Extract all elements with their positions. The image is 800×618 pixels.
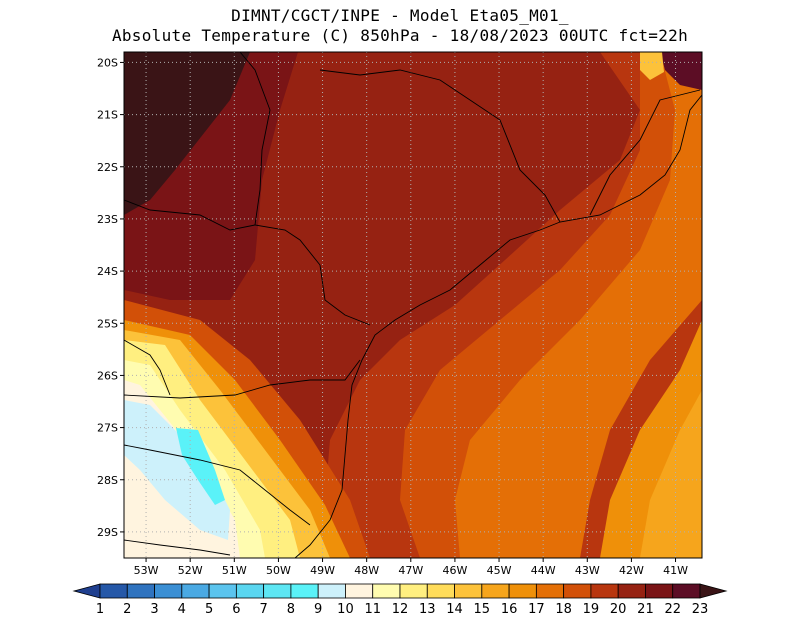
colorbar-label: 22: [664, 602, 681, 617]
colorbar-segment: [263, 583, 292, 599]
colorbar-label: 21: [637, 602, 654, 617]
temperature-field: [124, 52, 702, 558]
state-border-4: [589, 89, 701, 216]
colorbar-segment: [235, 583, 265, 599]
colorbar-label: 12: [392, 602, 409, 617]
colorbar-label: 23: [692, 602, 709, 617]
temp-band-18: [455, 52, 702, 558]
colorbar-segment: [563, 583, 592, 599]
longitude-axis: 53W 52W 51W 50W 49W 48W 47W 46W 45W 44W 43W 42W 41W: [134, 558, 688, 577]
state-border-2: [123, 199, 256, 231]
colorbar-label: 16: [501, 602, 518, 617]
temp-band-16-ne: [640, 52, 664, 80]
lat-tick-label: 27S: [97, 422, 118, 435]
colorbar-label: 8: [287, 602, 295, 617]
colorbar-segment: [181, 583, 210, 599]
colorbar-arrow-right: [699, 583, 728, 599]
lon-tick-label: 49W: [310, 564, 335, 577]
colorbar-label: 15: [474, 602, 491, 617]
temp-band-16: [640, 390, 702, 558]
colorbar-arrow-left: [72, 583, 101, 599]
colorbar-label: 4: [178, 602, 186, 617]
state-border-5: [123, 359, 361, 399]
map-frame: [123, 51, 703, 559]
graticule: [124, 52, 702, 558]
lat-tick-label: 26S: [97, 369, 118, 382]
colorbar-label: 11: [364, 602, 381, 617]
colorbar-segment: [290, 583, 319, 599]
colorbar-label: 13: [419, 602, 436, 617]
colorbar-segment: [617, 583, 646, 599]
colorbar: 1 2 3 4 5 6 7 8 9 10 11 12 13 14 15 16 17 18 19 20 21 22 23: [72, 583, 728, 617]
lat-tick-label: 23S: [97, 213, 118, 226]
colorbar-segment: [508, 583, 537, 599]
colorbar-segment: [590, 583, 619, 599]
colorbar-segment: [154, 583, 183, 599]
coastlines-and-borders: [123, 51, 703, 559]
lat-tick-label: 20S: [97, 56, 118, 69]
colorbar-label: 10: [337, 602, 354, 617]
colorbar-segment: [399, 583, 428, 599]
colorbar-segment: [372, 583, 401, 599]
temp-band-19: [400, 52, 702, 558]
lon-tick-label: 53W: [134, 564, 159, 577]
colorbar-segment: [535, 583, 565, 599]
colorbar-segment: [672, 583, 701, 599]
map-title-line1: DIMNT/CGCT/INPE - Model Eta05_M01_: [231, 6, 569, 25]
colorbar-label: 9: [314, 602, 322, 617]
temp-band-23: [124, 52, 250, 215]
temp-band-9-sw: [176, 428, 225, 505]
lon-tick-label: 46W: [442, 564, 467, 577]
colorbar-label: 1: [96, 602, 104, 617]
lon-tick-label: 45W: [487, 564, 512, 577]
colorbar-label: 20: [610, 602, 627, 617]
lat-tick-label: 22S: [97, 161, 118, 174]
state-border-3: [319, 69, 561, 223]
colorbar-label: 17: [528, 602, 545, 617]
colorbar-segment: [345, 583, 374, 599]
temp-band-10-sw: [124, 400, 230, 540]
colorbar-segment: [481, 583, 510, 599]
lat-tick-label: 21S: [97, 109, 118, 122]
lon-tick-label: 51W: [222, 564, 247, 577]
lon-tick-label: 41W: [663, 564, 688, 577]
state-border-6: [123, 444, 311, 526]
colorbar-segment: [208, 583, 237, 599]
colorbar-label: 6: [232, 602, 240, 617]
lon-tick-label: 50W: [266, 564, 291, 577]
colorbar-label: 14: [446, 602, 463, 617]
colorbar-label: 7: [259, 602, 267, 617]
country-border: [123, 339, 171, 396]
lat-tick-label: 24S: [97, 265, 118, 278]
state-border-1: [239, 51, 371, 326]
colorbar-label: 5: [205, 602, 213, 617]
state-border-7: [123, 539, 231, 556]
colorbar-label: 3: [150, 602, 158, 617]
lon-tick-label: 48W: [354, 564, 379, 577]
colorbar-segment: [645, 583, 674, 599]
latitude-axis: 20S 21S 22S 23S 24S 25S 26S 27S 28S 29S: [97, 56, 124, 539]
lon-tick-label: 47W: [398, 564, 423, 577]
temp-band-23-ne: [660, 52, 702, 90]
colorbar-segment: [454, 583, 483, 599]
colorbar-label: 2: [123, 602, 131, 617]
lon-tick-label: 42W: [619, 564, 644, 577]
map-title-line2: Absolute Temperature (C) 850hPa - 18/08/…: [111, 26, 689, 45]
lat-tick-label: 29S: [97, 526, 118, 539]
lon-tick-label: 44W: [531, 564, 556, 577]
lon-tick-label: 52W: [178, 564, 203, 577]
coastline: [294, 94, 703, 559]
lat-tick-label: 25S: [97, 317, 118, 330]
colorbar-segment: [99, 583, 128, 599]
lon-tick-label: 43W: [575, 564, 600, 577]
colorbar-segment: [126, 583, 155, 599]
colorbar-segment: [426, 583, 455, 599]
lat-tick-label: 28S: [97, 474, 118, 487]
colorbar-label: 18: [555, 602, 572, 617]
colorbar-label: 19: [583, 602, 600, 617]
colorbar-segment: [317, 583, 346, 599]
